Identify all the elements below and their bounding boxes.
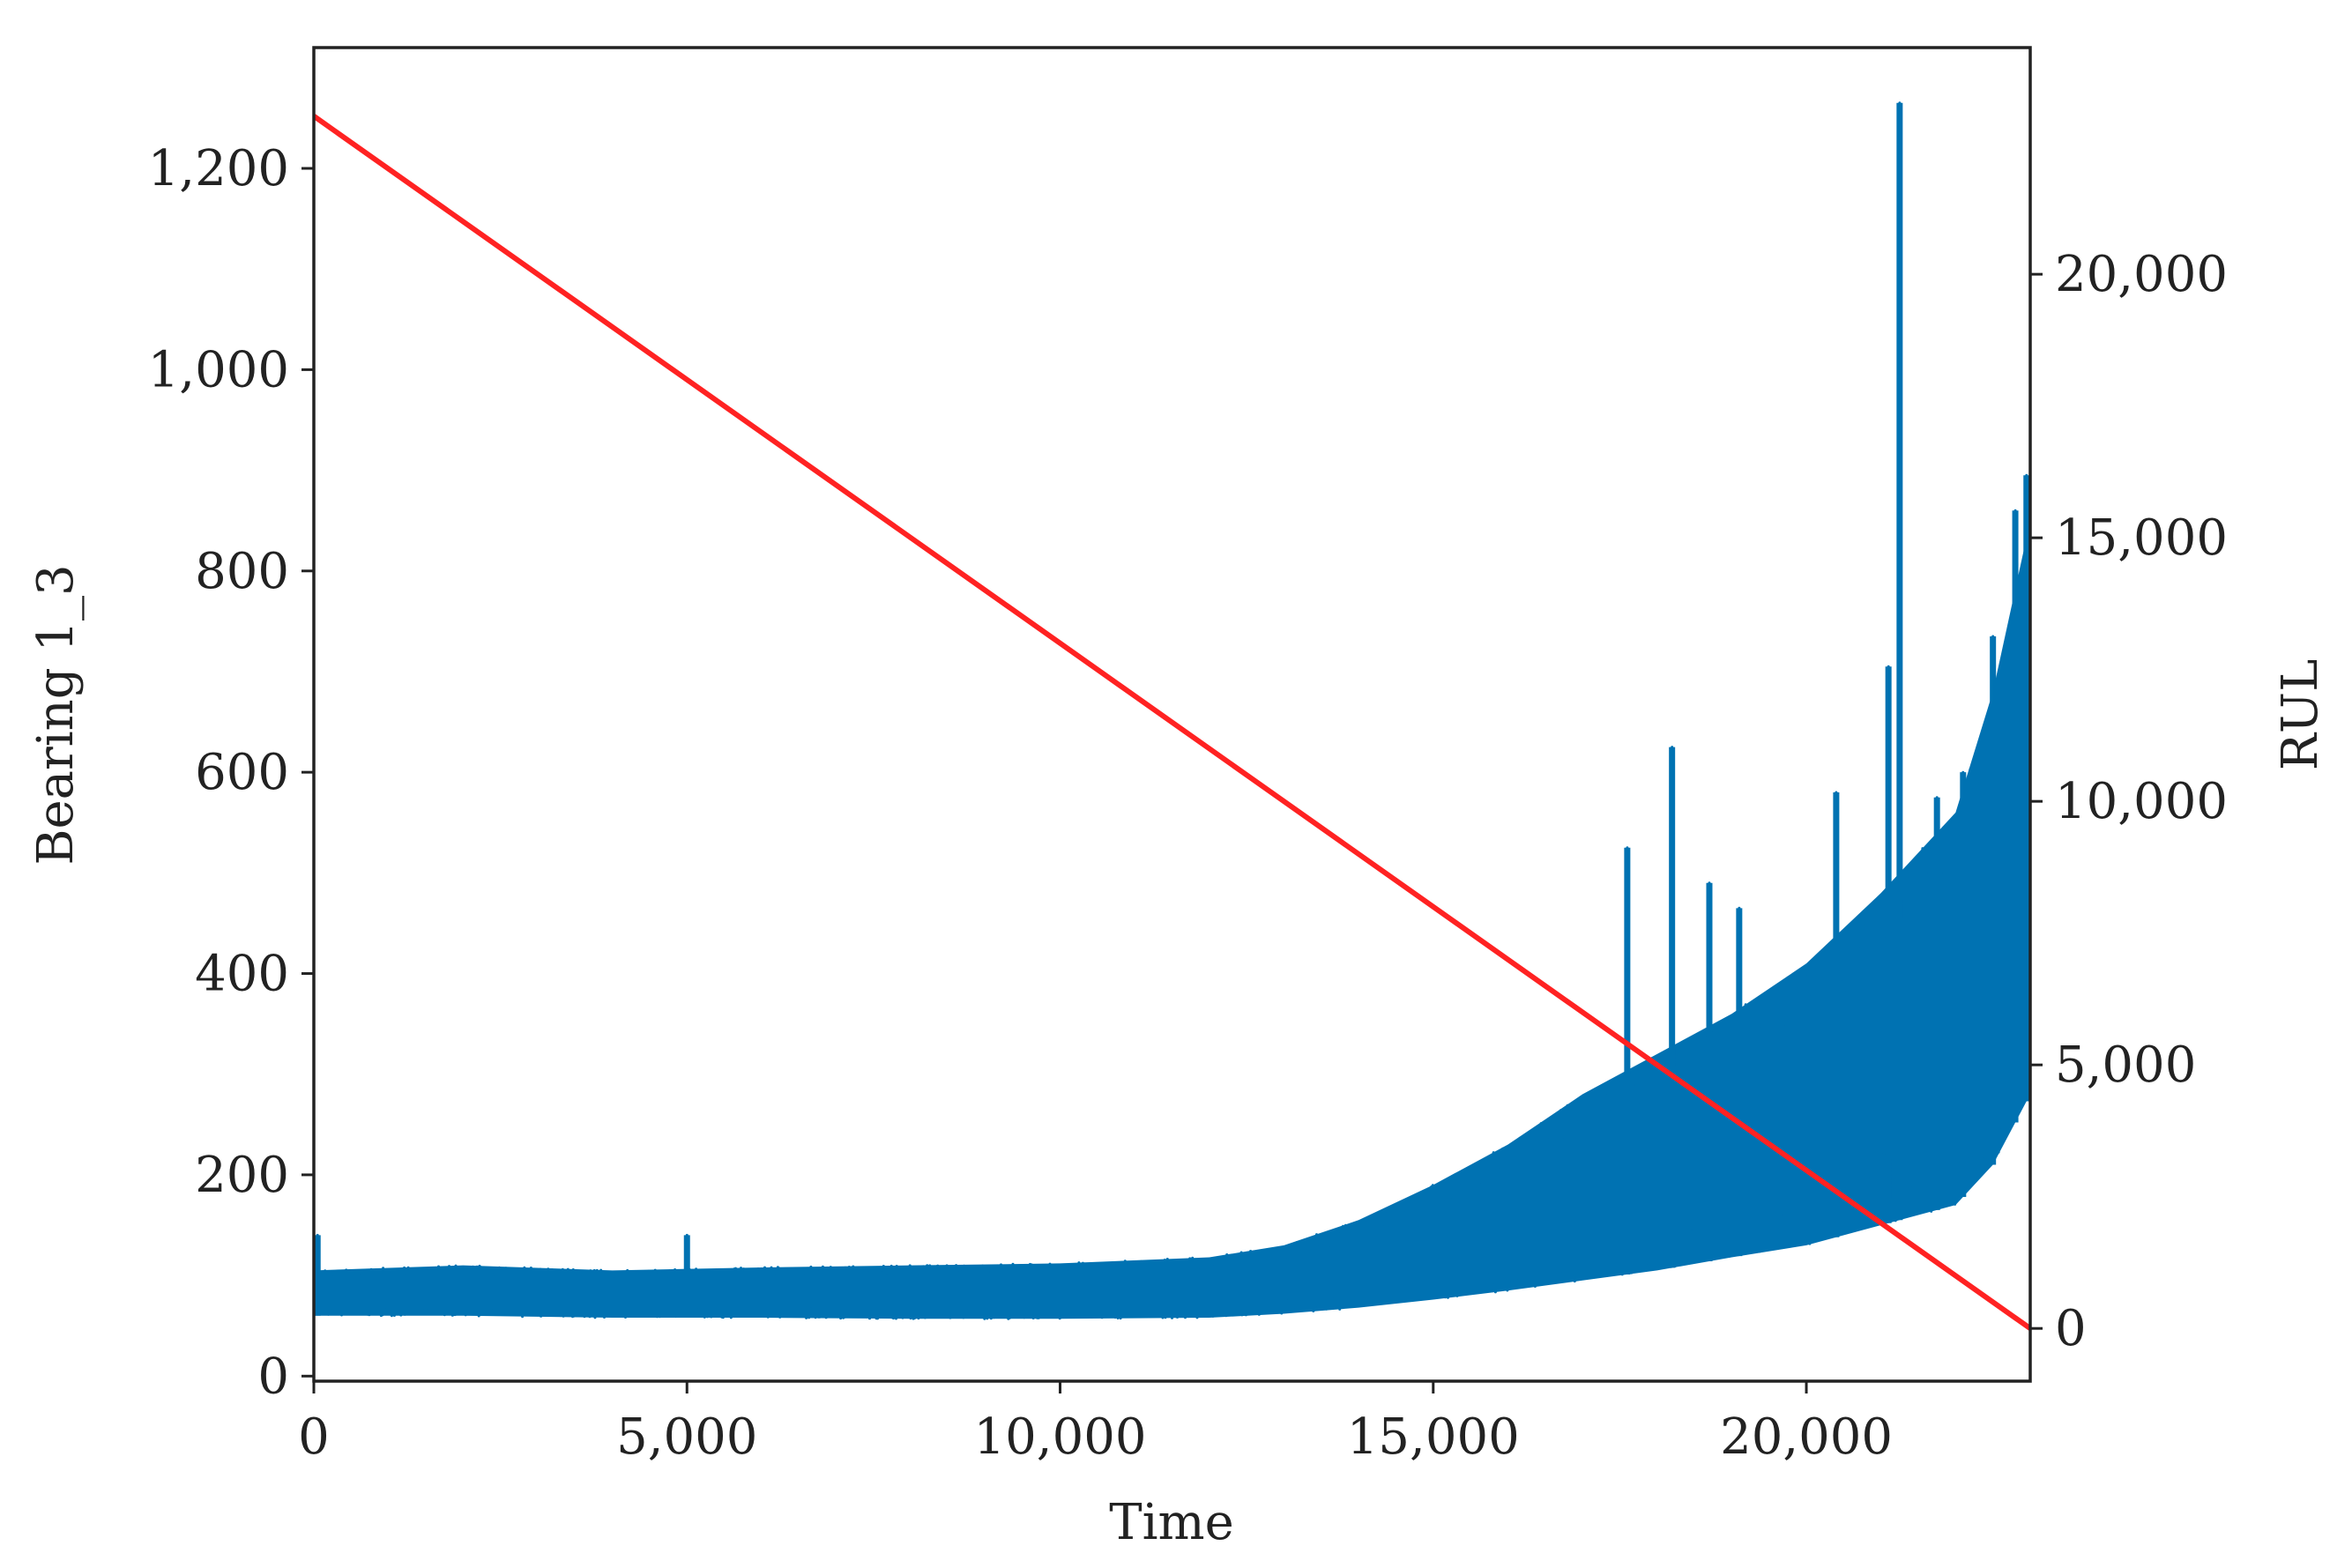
x-tick-label: 15,000	[1347, 1408, 1520, 1466]
y-axis-right: 0 5,000 10,000 15,000 20,000	[2030, 246, 2228, 1357]
y-tick-label: 1,000	[148, 341, 289, 398]
series-layer	[314, 101, 2030, 1331]
y2-tick-label: 15,000	[2055, 509, 2228, 567]
bearing-series-line	[314, 101, 2030, 1320]
y2-tick-label: 5,000	[2055, 1037, 2196, 1094]
y-tick-label: 1,200	[148, 140, 289, 197]
y-axis-title: Bearing 1_3	[27, 564, 85, 865]
y2-tick-label: 20,000	[2055, 246, 2228, 303]
x-axis-title: Time	[1109, 1494, 1234, 1551]
x-tick-label: 20,000	[1720, 1408, 1893, 1466]
y-tick-label: 800	[195, 543, 289, 600]
rul-line	[314, 114, 2030, 1331]
x-tick-label: 5,000	[616, 1408, 757, 1466]
x-tick-label: 0	[298, 1408, 330, 1466]
x-tick-label: 10,000	[974, 1408, 1147, 1466]
y2-axis-title: RUL	[2272, 659, 2329, 771]
y2-tick-label: 0	[2055, 1300, 2087, 1357]
y-tick-label: 600	[195, 744, 289, 801]
y-tick-label: 0	[257, 1348, 289, 1405]
y-tick-label: 400	[195, 946, 289, 1003]
y-tick-label: 200	[195, 1147, 289, 1204]
plot-frame	[312, 46, 2032, 1383]
y-axis-left: 0 200 400 600 800 1,000 1,200	[148, 140, 314, 1405]
y2-tick-label: 10,000	[2055, 773, 2228, 830]
vibration-band-fill	[314, 520, 2030, 1319]
x-axis: 0 5,000 10,000 15,000 20,000	[298, 1381, 1893, 1466]
